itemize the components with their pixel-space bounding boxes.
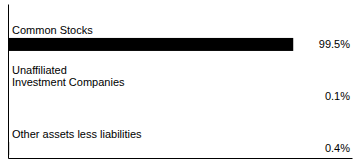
bars <box>8 38 293 155</box>
category-label-line: Common Stocks <box>12 24 93 36</box>
data-label: 0.4% <box>325 142 350 154</box>
chart: Common Stocks UnaffiliatedInvestment Comp… <box>0 0 360 164</box>
category-label: Common Stocks <box>12 24 93 36</box>
category-label-line: Unaffiliated <box>12 64 67 76</box>
bar <box>8 142 9 155</box>
category-label-line: Other assets less liabilities <box>12 128 142 140</box>
data-labels: 99.5% 0.1% 0.4% <box>319 38 350 154</box>
bar <box>8 38 293 51</box>
x-axis-line <box>9 158 353 159</box>
data-label: 0.1% <box>325 90 350 102</box>
y-axis-line <box>8 5 9 159</box>
data-label: 99.5% <box>319 38 350 50</box>
plot: Common Stocks UnaffiliatedInvestment Comp… <box>8 5 353 159</box>
x-axis <box>9 158 353 159</box>
category-label: Other assets less liabilities <box>12 128 142 140</box>
bar <box>8 90 9 103</box>
category-label: UnaffiliatedInvestment Companies <box>12 64 125 88</box>
category-label-line: Investment Companies <box>12 76 125 88</box>
y-axis <box>8 5 9 159</box>
category-labels: Common Stocks UnaffiliatedInvestment Comp… <box>12 24 142 140</box>
